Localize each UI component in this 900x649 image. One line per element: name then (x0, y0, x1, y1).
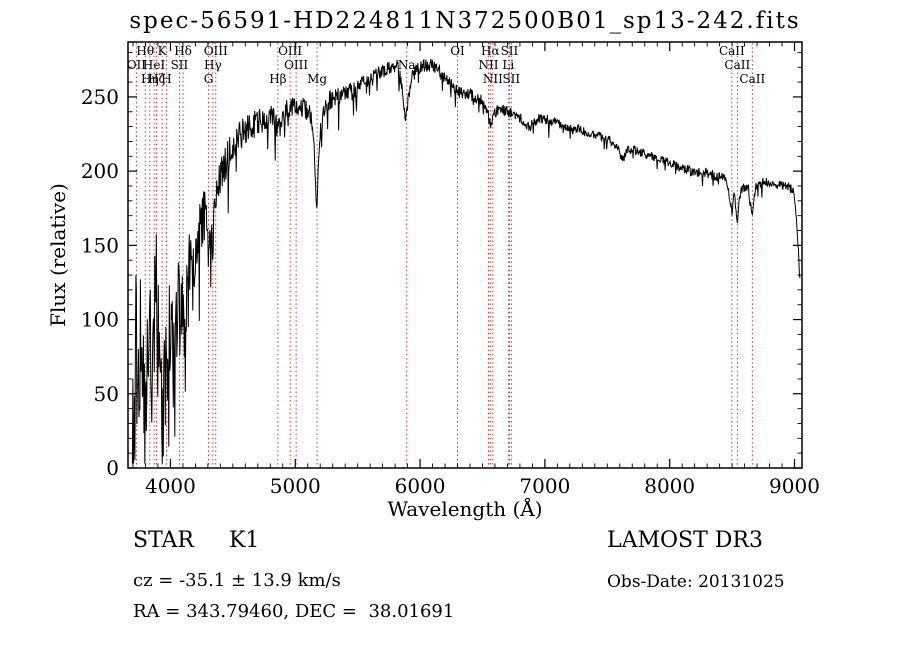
spectral-line-label: OI (450, 44, 465, 58)
spectral-line-label: Li (502, 58, 514, 72)
cz-value: cz = -35.1 ± 13.9 km/s (133, 570, 341, 591)
spectral-line-label: G (204, 72, 214, 86)
spectral-line-label: K (158, 44, 168, 58)
spectral-line-label: CaII (724, 58, 750, 72)
x-tick-label: 5000 (270, 474, 321, 498)
spectral-line-label: OIII (284, 58, 308, 72)
y-tick-label: 250 (81, 85, 119, 109)
spectral-line-label: NII (483, 72, 503, 86)
x-tick-label: 4000 (145, 474, 196, 498)
x-axis-label: Wavelength (Å) (387, 497, 543, 521)
y-tick-label: 0 (106, 456, 119, 480)
y-axis-label: Flux (relative) (46, 183, 70, 327)
x-tick-label: 9000 (769, 474, 820, 498)
spectral-line-label: Hθ (136, 44, 154, 58)
spectral-line-label: OIII (204, 44, 228, 58)
spectral-line-label: HeI (143, 58, 166, 72)
spectral-line-label: Hγ (204, 58, 222, 72)
spectral-line-label: H (161, 72, 171, 86)
x-tick-label: 6000 (395, 474, 446, 498)
spectral-line-label: Mg (307, 72, 327, 86)
spectral-line-label: Hη (141, 72, 159, 86)
obs-date: Obs-Date: 20131025 (607, 572, 785, 592)
plot-frame (127, 41, 803, 469)
spectral-line-label: OII (127, 58, 147, 72)
y-tick-label: 100 (81, 308, 119, 332)
spectral-line-label: Hζ (148, 72, 165, 86)
spectral-line-label: Hδ (174, 44, 192, 58)
x-tick-label: 8000 (644, 474, 695, 498)
plot-title: spec-56591-HD224811N372500B01_sp13-242.f… (129, 8, 801, 34)
spectral-line-label: SII (171, 58, 189, 72)
object-class-label: STAR K1 (133, 528, 260, 553)
spectral-line-label: SII (501, 44, 519, 58)
spectral-line-label: SII (502, 72, 520, 86)
survey-label: LAMOST DR3 (607, 528, 763, 553)
x-tick-label: 7000 (519, 474, 570, 498)
spectrum-line (131, 58, 801, 464)
spectral-line-label: Hα (481, 44, 500, 58)
spectral-line-label: Hβ (269, 72, 286, 86)
spectral-line-label: CaII (719, 44, 745, 58)
spectral-line-label: Na (398, 58, 416, 72)
y-tick-label: 200 (81, 159, 119, 183)
spectral-line-label: NII (478, 58, 498, 72)
y-tick-label: 50 (94, 382, 119, 406)
y-tick-label: 150 (81, 233, 119, 257)
spectral-line-label: OIII (278, 44, 302, 58)
spectral-line-label: CaII (739, 72, 765, 86)
ra-dec-value: RA = 343.79460, DEC = 38.01691 (133, 601, 455, 622)
